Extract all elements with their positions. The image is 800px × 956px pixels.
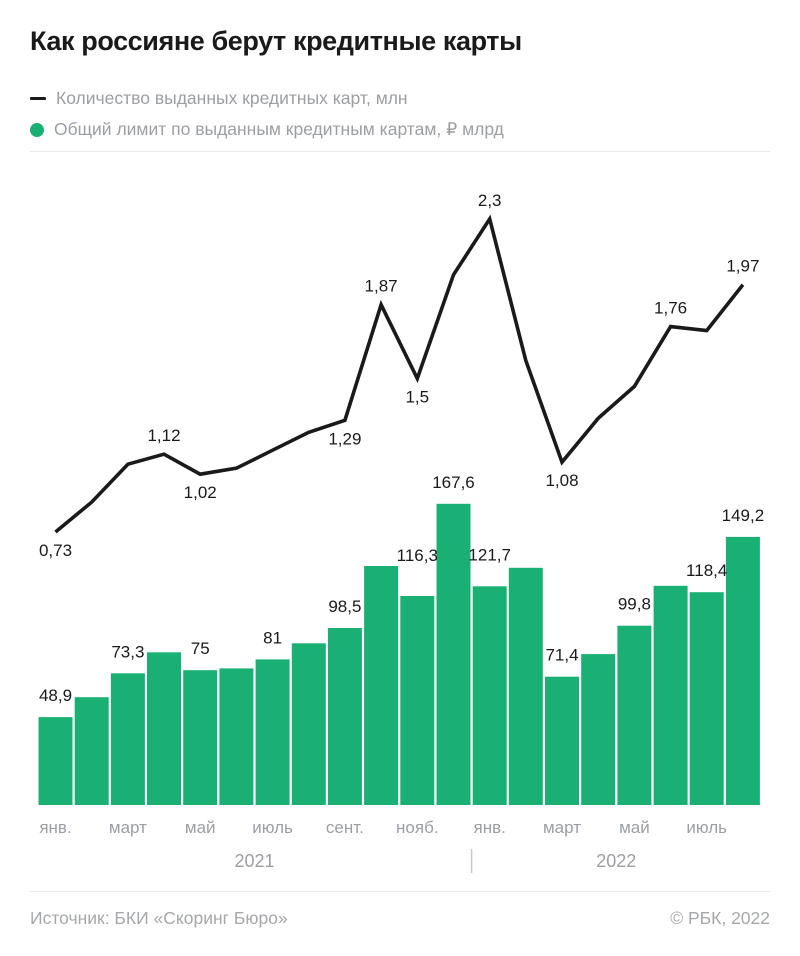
x-tick-label: март [543,818,581,837]
bar [38,717,73,805]
bar-value-label: 116,3 [397,546,438,565]
line-value-label: 1,5 [405,388,429,407]
bar [436,503,471,805]
bar-value-label: 99,8 [618,595,651,614]
line-value-label: 0,73 [39,541,72,560]
line-series-path [54,214,745,534]
x-tick-label: сент. [326,818,364,837]
bar [291,643,326,805]
x-tick-label: янв. [39,818,71,837]
bar [147,652,181,805]
x-tick-label: июль [686,818,727,837]
x-tick-label: нояб. [396,818,439,837]
line-value-label: 1,29 [328,429,361,448]
line-value-label: 2,3 [478,191,502,210]
legend-item-line-series: Количество выданных кредитных карт, млн [30,83,504,114]
bar-value-label: 167,6 [432,473,475,492]
bar [219,668,254,805]
x-tick-label: янв. [474,818,506,837]
bar [327,628,362,805]
x-tick-label: май [619,818,650,837]
x-tick-label: май [185,818,216,837]
bar-value-label: 48,9 [39,686,72,705]
bar [110,673,145,805]
footer-divider [30,891,770,892]
legend-label-bar-series: Общий лимит по выданным кредитным картам… [54,119,504,139]
bar [74,697,109,805]
bar [508,567,543,805]
bar [472,586,507,805]
bar [255,659,290,805]
line-value-label: 1,76 [654,299,687,318]
bar [364,566,399,805]
bar-value-label: 75 [191,639,210,658]
line-value-label: 1,97 [726,257,759,276]
bar-value-label: 121,7 [468,545,511,564]
bar [653,585,688,805]
bar [617,625,652,805]
chart-title: Как россияне берут кредитные карты [30,26,522,56]
bar-series-marker-icon [30,122,44,137]
bar [545,676,579,805]
bar [183,670,218,805]
bar [725,536,760,805]
legend-label-line-series: Количество выданных кредитных карт, млн [56,88,408,108]
line-value-label: 1,02 [184,483,217,502]
x-tick-label: июль [252,818,293,837]
bar-value-label: 118,4 [686,561,727,580]
source-text: Источник: БКИ «Скоринг Бюро» [30,908,288,928]
bar-value-label: 149,2 [722,506,765,525]
bar [581,654,616,805]
bar [400,596,435,805]
year-label: 2022 [596,851,636,871]
header-divider [30,151,770,152]
legend-item-bar-series: Общий лимит по выданным кредитным картам… [30,114,504,145]
x-tick-label: март [109,818,147,837]
line-value-label: 1,08 [545,471,578,490]
bar-value-label: 98,5 [328,597,361,616]
bar-value-label: 71,4 [545,646,578,665]
line-value-label: 1,12 [147,426,180,445]
bar-value-label: 81 [263,628,282,647]
year-label: 2021 [234,851,274,871]
bar-value-label: 73,3 [111,642,144,661]
line-series-marker-icon [30,96,46,101]
line-value-label: 1,87 [365,277,398,296]
legend: Количество выданных кредитных карт, млн … [30,83,504,145]
bar [689,592,724,805]
copyright-text: © РБК, 2022 [670,908,770,928]
